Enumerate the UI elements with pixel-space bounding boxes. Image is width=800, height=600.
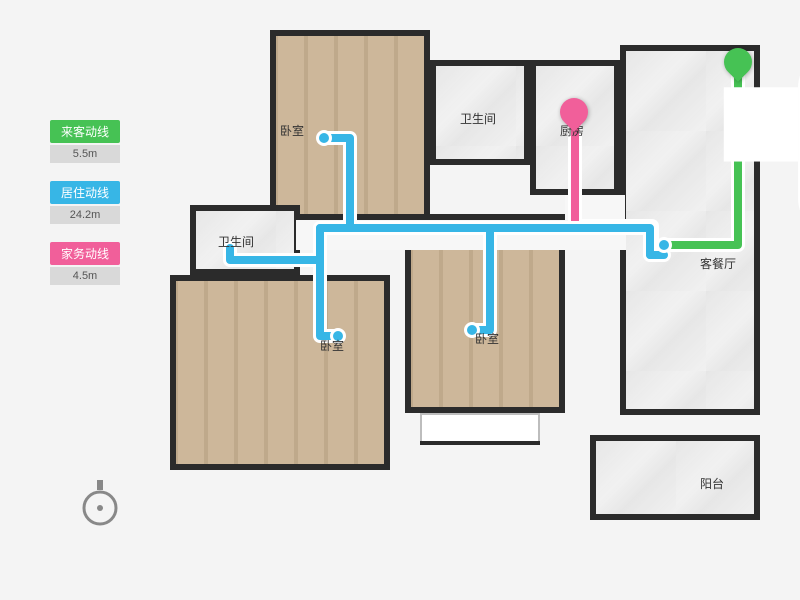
kitchen-pin-icon — [560, 98, 588, 126]
legend-living: 居住动线 24.2m — [50, 181, 120, 224]
living-path-halo — [230, 228, 320, 260]
legend-guest: 来客动线 5.5m — [50, 120, 120, 163]
legend-living-value: 24.2m — [50, 206, 120, 224]
legend-chore-value: 4.5m — [50, 267, 120, 285]
legend-living-label: 居住动线 — [50, 181, 120, 204]
living-path — [320, 260, 338, 336]
compass-icon — [80, 480, 120, 530]
legend-guest-label: 来客动线 — [50, 120, 120, 143]
legend-chore-label: 家务动线 — [50, 242, 120, 265]
living-path — [472, 228, 490, 330]
legend-guest-value: 5.5m — [50, 145, 120, 163]
floor-plan: 卧室 卫生间 厨房 客餐厅 卫生间 卧室 卧室 阳台 — [170, 30, 760, 550]
living-path — [324, 138, 350, 228]
legend: 来客动线 5.5m 居住动线 24.2m 家务动线 4.5m — [50, 120, 120, 303]
legend-chore: 家务动线 4.5m — [50, 242, 120, 285]
